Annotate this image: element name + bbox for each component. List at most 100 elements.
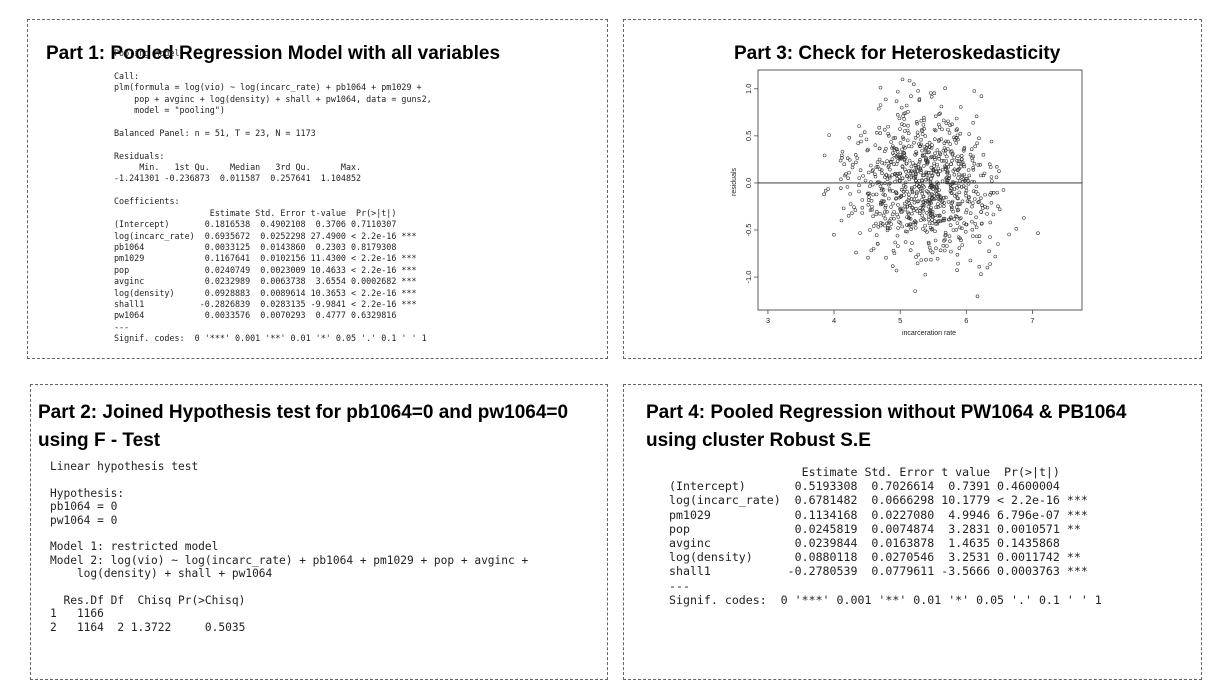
residual-point	[920, 153, 925, 158]
residual-point	[928, 155, 933, 160]
residual-point	[938, 196, 943, 201]
residual-point	[891, 201, 895, 206]
residual-point	[1036, 231, 1040, 235]
residual-point	[934, 184, 938, 188]
residual-point	[894, 196, 898, 201]
residual-point	[853, 208, 858, 212]
residual-point	[885, 177, 890, 181]
residual-point	[936, 219, 940, 224]
residual-point	[955, 268, 959, 272]
residual-point	[822, 153, 827, 158]
residual-point	[936, 194, 940, 199]
residual-point	[930, 250, 935, 255]
residual-point	[949, 249, 953, 254]
residual-point	[867, 195, 871, 199]
residual-point	[949, 149, 954, 153]
residual-point	[977, 234, 982, 238]
residual-point	[878, 211, 882, 216]
residual-point	[977, 199, 981, 204]
residual-point	[907, 169, 911, 173]
residual-point	[899, 210, 903, 214]
residual-point	[869, 248, 874, 253]
residual-point	[968, 258, 973, 263]
x-axis-label: incarceration rate	[902, 330, 956, 337]
residual-point	[856, 141, 860, 146]
residual-point	[901, 137, 906, 141]
residual-point	[917, 159, 922, 164]
residual-point	[840, 153, 844, 158]
residual-point	[898, 127, 902, 131]
residual-point	[899, 105, 904, 110]
residual-point	[919, 258, 924, 262]
residual-point	[907, 78, 912, 83]
residual-point	[948, 142, 952, 146]
residual-point	[988, 262, 992, 266]
residual-point	[896, 89, 900, 94]
residual-point	[901, 183, 906, 188]
residual-point	[928, 180, 933, 184]
residual-point	[866, 170, 871, 175]
residual-point	[952, 135, 956, 140]
residual-point	[845, 185, 850, 189]
residual-point	[983, 192, 987, 197]
residual-point	[957, 172, 961, 177]
residual-point	[884, 97, 888, 102]
residual-point	[885, 210, 889, 214]
residual-point	[896, 226, 900, 230]
residual-point	[962, 172, 966, 177]
residual-point	[925, 230, 929, 234]
residual-point	[896, 112, 900, 117]
panel-part2: Part 2: Joined Hypothesis test for pb106…	[30, 384, 608, 680]
residual-point	[959, 154, 964, 158]
residual-point	[928, 181, 933, 186]
residual-point	[905, 215, 909, 219]
residual-point	[949, 216, 953, 221]
residual-point	[966, 168, 971, 172]
residual-point	[927, 241, 931, 246]
residual-point	[897, 156, 902, 161]
residual-point	[938, 169, 942, 174]
residual-point	[839, 186, 843, 190]
residual-point	[938, 248, 943, 253]
residual-point	[874, 233, 879, 237]
residual-point	[884, 255, 888, 260]
residual-point	[939, 137, 943, 141]
residual-point	[981, 152, 986, 157]
residual-point	[881, 213, 886, 218]
residual-point	[976, 163, 981, 167]
residual-point	[913, 219, 917, 223]
residual-point	[918, 206, 923, 210]
residual-point	[917, 98, 922, 102]
residual-point	[937, 213, 942, 218]
residual-point	[932, 161, 936, 166]
residual-point	[957, 190, 962, 195]
residual-point	[884, 173, 889, 177]
residual-point	[869, 199, 874, 203]
residual-point	[909, 144, 914, 149]
residual-point	[891, 146, 896, 150]
residual-point	[954, 192, 959, 197]
residual-point	[907, 201, 911, 206]
residual-point	[905, 174, 909, 178]
residual-point	[921, 216, 925, 221]
residual-point	[905, 223, 909, 227]
residual-point	[955, 221, 960, 225]
residual-point	[898, 141, 903, 145]
residual-point	[959, 164, 963, 169]
residual-point	[956, 154, 960, 159]
residual-point	[902, 111, 906, 116]
residual-point	[942, 216, 947, 221]
residual-point	[956, 176, 960, 180]
y-axis-label: residuals	[731, 167, 738, 196]
residual-point	[973, 144, 977, 149]
residual-point	[913, 136, 918, 140]
residual-point	[928, 185, 932, 190]
residual-point	[822, 192, 826, 197]
residual-point	[823, 188, 828, 193]
residual-point	[861, 174, 865, 178]
residual-point	[974, 184, 979, 189]
residual-point	[899, 187, 904, 192]
residual-point	[941, 243, 946, 248]
residual-point	[952, 155, 956, 160]
residual-point	[951, 181, 955, 186]
